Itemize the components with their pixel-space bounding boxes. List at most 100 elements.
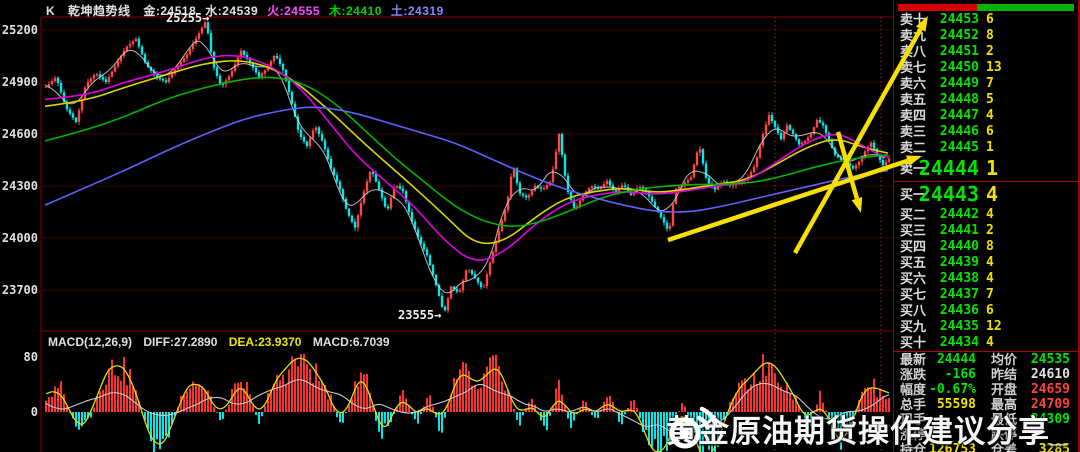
volume-cell: 6 [986, 124, 994, 139]
bid-row[interactable]: 买五 24439 4 [894, 255, 1078, 271]
stat-row: 持仓 126753 仓差 3285 [894, 442, 1078, 452]
level-label: 买九 [900, 319, 927, 334]
ask-row[interactable]: 卖六 24449 7 [894, 76, 1078, 92]
buy-sell-ratio-bar [898, 4, 1074, 11]
stat-row: 涨跌 -166 昨结 24610 [894, 367, 1078, 382]
chart-type-label: K [46, 4, 56, 18]
stat-label: 最新 [900, 352, 927, 367]
stat-label: 开盘 [991, 382, 1018, 397]
spread-divider [894, 181, 1078, 182]
bid-row[interactable]: 买一 24443 4 [894, 182, 1078, 207]
macd-tick-label: 0 [30, 405, 38, 419]
bid-row[interactable]: 买二 24442 4 [894, 207, 1078, 223]
stats-divider [894, 351, 1078, 352]
stat-label: 幅度 [900, 382, 927, 397]
volume-cell: 2 [986, 44, 994, 59]
price-tick-label: 23700 [1, 283, 38, 297]
ask-row[interactable]: 卖二 24445 1 [894, 140, 1078, 156]
ask-row[interactable]: 卖八 24451 2 [894, 44, 1078, 60]
stats-grid: 最新 24444 均价 24535 涨跌 -166 昨结 24610 幅度 -0.67% 开盘 246… [894, 352, 1078, 452]
level-label: 买二 [900, 207, 927, 222]
stat-row: 幅度 -0.67% 开盘 24659 [894, 382, 1078, 397]
volume-cell: 1 [986, 156, 999, 180]
volume-cell: 8 [986, 239, 994, 254]
price-tick-label: 24600 [1, 127, 38, 141]
volume-cell: 4 [986, 207, 994, 222]
volume-cell: 4 [986, 271, 994, 286]
stat-label: 最高 [991, 397, 1018, 412]
bid-row[interactable]: 买九 24435 12 [894, 319, 1078, 335]
price-cell: 24445 [939, 140, 979, 155]
stat-value: 3285 [1038, 442, 1070, 452]
price-cell: 24447 [939, 108, 979, 123]
price-tick-label: 24000 [1, 231, 38, 245]
price-cell: 24453 [939, 12, 979, 27]
level-label: 买十 [900, 335, 927, 350]
stat-value: 24610 [1030, 367, 1070, 382]
macd-dea-value: DEA:23.9370 [228, 335, 302, 349]
quote-panel: 卖十 24453 6 卖九 24452 8 卖八 24451 2 卖七 24450 13 卖六 24449… [893, 0, 1080, 452]
macd-tick-label: 80 [23, 350, 38, 364]
price-tick-label: 24300 [1, 179, 38, 193]
macd-diff-value: DIFF:27.2890 [143, 335, 218, 349]
stat-value: 24659 [1030, 382, 1070, 397]
price-cell: 24434 [939, 335, 979, 350]
price-cell: 24438 [939, 271, 979, 286]
stat-value: 24309 [1030, 412, 1070, 427]
level-label: 卖十 [900, 12, 927, 27]
indicator-value: 金:24518 [143, 4, 197, 18]
level-label: 卖八 [900, 44, 927, 59]
volume-cell: 7 [986, 76, 994, 91]
buy-ratio-segment [977, 4, 1074, 11]
price-cell: 24436 [939, 303, 979, 318]
price-cell: 24446 [939, 124, 979, 139]
indicator-value: 木:24410 [329, 4, 382, 18]
level-label: 买四 [900, 239, 927, 254]
stat-value: 24444 [936, 352, 976, 367]
indicator-name: 乾坤趋势线 [68, 4, 131, 18]
volume-cell: 7 [986, 287, 994, 302]
volume-cell: 5 [986, 92, 994, 107]
stat-row: 涨停 跌停 [894, 427, 1078, 442]
level-label: 卖九 [900, 28, 927, 43]
price-tick-label: 24900 [1, 75, 38, 89]
ask-row[interactable]: 卖一 24444 1 [894, 156, 1078, 181]
stat-label: 跌停 [991, 427, 1018, 442]
bid-row[interactable]: 买七 24437 7 [894, 287, 1078, 303]
volume-cell: 1 [986, 140, 994, 155]
price-cell: 24442 [939, 207, 979, 222]
chart-header: K 乾坤趋势线 金:24518 水:24539 火:24555 木:24410 土:24… [46, 2, 462, 19]
ask-row[interactable]: 卖九 24452 8 [894, 28, 1078, 44]
price-cell: 24439 [939, 255, 979, 270]
indicator-value: 土:24319 [390, 4, 444, 18]
level-label: 卖六 [900, 76, 927, 91]
volume-cell: 4 [986, 255, 994, 270]
stat-value: 55598 [936, 397, 976, 412]
volume-cell: 4 [986, 182, 999, 206]
bid-row[interactable]: 买十 24434 4 [894, 335, 1078, 351]
level-label: 卖二 [900, 140, 927, 155]
stat-value: 126753 [929, 442, 976, 452]
bid-row[interactable]: 买三 24441 2 [894, 223, 1078, 239]
volume-cell: 4 [986, 108, 994, 123]
level-label: 卖五 [900, 92, 927, 107]
high-annotation: 25255→ [166, 11, 210, 25]
bid-row[interactable]: 买八 24436 6 [894, 303, 1078, 319]
bid-row[interactable]: 买四 24440 8 [894, 239, 1078, 255]
stat-value: -0.67% [929, 382, 976, 397]
stat-label: 涨停 [900, 427, 927, 442]
level-label: 买六 [900, 271, 927, 286]
ask-row[interactable]: 卖四 24447 4 [894, 108, 1078, 124]
price-cell: 24441 [939, 223, 979, 238]
volume-cell: 8 [986, 28, 994, 43]
volume-cell: 12 [986, 319, 1002, 334]
ask-row[interactable]: 卖十 24453 6 [894, 12, 1078, 28]
macd-title: MACD(12,26,9) [48, 335, 133, 349]
ask-row[interactable]: 卖七 24450 13 [894, 60, 1078, 76]
bid-row[interactable]: 买六 24438 4 [894, 271, 1078, 287]
level-label: 卖三 [900, 124, 927, 139]
ask-row[interactable]: 卖五 24448 5 [894, 92, 1078, 108]
price-cell: 24450 [939, 60, 979, 75]
ask-row[interactable]: 卖三 24446 6 [894, 124, 1078, 140]
